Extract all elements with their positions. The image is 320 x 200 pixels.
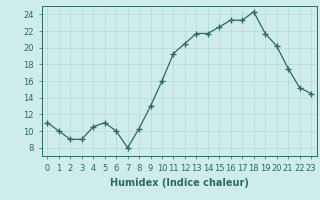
X-axis label: Humidex (Indice chaleur): Humidex (Indice chaleur) bbox=[110, 178, 249, 188]
